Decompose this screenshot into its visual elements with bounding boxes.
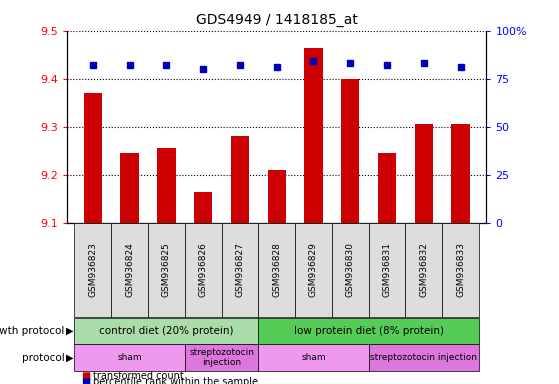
Text: GSM936831: GSM936831: [382, 242, 391, 297]
Text: sham: sham: [117, 353, 142, 362]
Text: GSM936833: GSM936833: [456, 242, 465, 297]
Title: GDS4949 / 1418185_at: GDS4949 / 1418185_at: [196, 13, 358, 27]
Bar: [341, 79, 359, 223]
Text: sham: sham: [301, 353, 326, 362]
Text: GSM936823: GSM936823: [88, 242, 97, 297]
Text: protocol: protocol: [22, 353, 64, 362]
Text: GSM936830: GSM936830: [346, 242, 355, 297]
Text: growth protocol: growth protocol: [0, 326, 64, 336]
Bar: [84, 93, 102, 223]
Text: ▶: ▶: [66, 353, 73, 362]
Text: ■: ■: [81, 371, 91, 381]
Text: percentile rank within the sample: percentile rank within the sample: [93, 377, 258, 384]
Bar: [415, 124, 433, 223]
Text: GSM936832: GSM936832: [419, 242, 428, 297]
Text: GSM936826: GSM936826: [198, 242, 207, 297]
Text: GSM936824: GSM936824: [125, 242, 134, 297]
Text: GSM936827: GSM936827: [235, 242, 244, 297]
Text: streptozotocin injection: streptozotocin injection: [370, 353, 477, 362]
Bar: [268, 170, 286, 223]
Text: low protein diet (8% protein): low protein diet (8% protein): [293, 326, 444, 336]
Bar: [452, 124, 470, 223]
Text: control diet (20% protein): control diet (20% protein): [99, 326, 234, 336]
Text: streptozotocin
injection: streptozotocin injection: [189, 348, 254, 367]
Bar: [120, 153, 139, 223]
Text: GSM936829: GSM936829: [309, 242, 318, 297]
Text: ▶: ▶: [66, 326, 73, 336]
Text: ■: ■: [81, 377, 91, 384]
Text: transformed count: transformed count: [93, 371, 184, 381]
Bar: [304, 48, 323, 223]
Text: GSM936825: GSM936825: [162, 242, 171, 297]
Bar: [231, 136, 249, 223]
Bar: [378, 153, 396, 223]
Bar: [194, 192, 212, 223]
Bar: [157, 148, 176, 223]
Text: GSM936828: GSM936828: [272, 242, 281, 297]
